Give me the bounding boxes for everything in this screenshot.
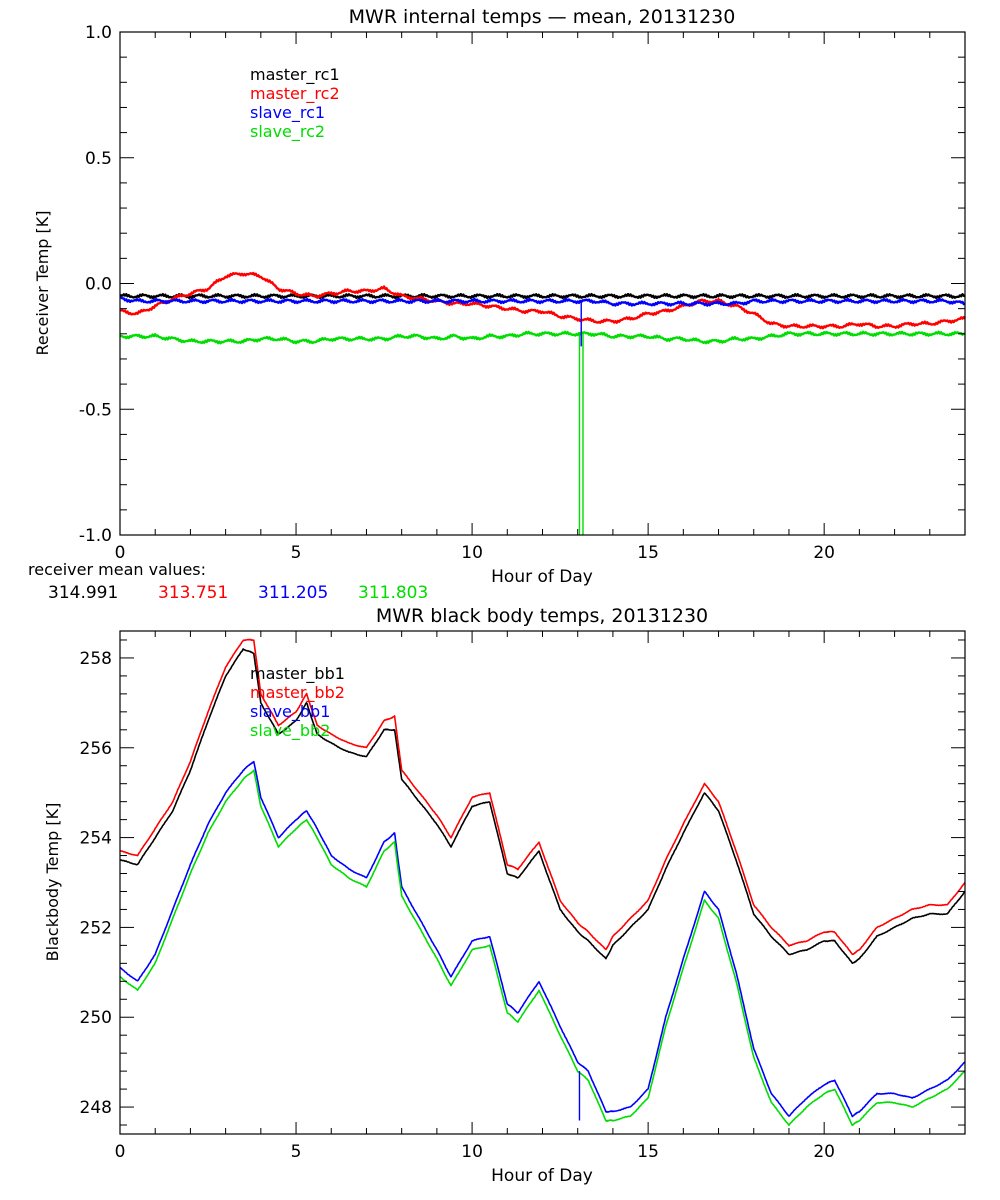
series-line-slave-bb2 bbox=[119, 769, 966, 1126]
x-tick-label: 20 bbox=[813, 1142, 835, 1162]
y-tick-label: 1.0 bbox=[85, 23, 112, 43]
x-tick-label: 5 bbox=[291, 1142, 302, 1162]
series-line-slave-rc1 bbox=[119, 296, 966, 307]
mean-values: 314.991 313.751 311.205 311.803 bbox=[48, 583, 428, 603]
series-line-slave-rc2 bbox=[120, 330, 965, 345]
y-tick-label: 256 bbox=[80, 739, 112, 759]
y-tick-label: 248 bbox=[80, 1098, 112, 1118]
mean-value: 311.803 bbox=[358, 583, 428, 603]
y-tick-label: 254 bbox=[80, 829, 112, 849]
series-line-master-rc2 bbox=[119, 271, 966, 330]
legend-entry: slave_rc1 bbox=[250, 103, 325, 123]
chart-blackbody-temps: MWR black body temps, 20131230 0 5 10 15 20 2… bbox=[43, 605, 966, 1186]
legend-entry: master_rc2 bbox=[250, 84, 340, 104]
chart-title: MWR internal temps — mean, 20131230 bbox=[349, 6, 736, 28]
y-axis-label: Receiver Temp [K] bbox=[33, 210, 52, 355]
y-tick-label: 0.5 bbox=[85, 149, 112, 169]
legend-entry: slave_rc2 bbox=[250, 122, 325, 142]
x-tick-label: 0 bbox=[115, 1142, 126, 1162]
legend-entry: slave_bb1 bbox=[250, 702, 330, 722]
legend-entry: master_rc1 bbox=[250, 65, 340, 85]
mean-value: 311.205 bbox=[258, 583, 328, 603]
y-tick-label: 250 bbox=[80, 1008, 112, 1028]
series-line-master-rc1 bbox=[119, 292, 966, 300]
x-tick-label: 10 bbox=[461, 1142, 483, 1162]
y-tick-label: 252 bbox=[80, 918, 112, 938]
x-axis-label: Hour of Day bbox=[491, 567, 593, 587]
x-tick-label: 15 bbox=[637, 1142, 659, 1162]
y-tick-label: 258 bbox=[80, 649, 112, 669]
mean-values-label: receiver mean values: bbox=[28, 560, 206, 579]
plot-area: 0 5 10 15 20 248 250 252 254 256 258 master_bb1mast… bbox=[80, 630, 966, 1162]
y-axis-label: Blackbody Temp [K] bbox=[43, 803, 62, 962]
x-tick-label: 15 bbox=[637, 543, 659, 563]
x-tick-label: 20 bbox=[813, 543, 835, 563]
y-tick-label: -0.5 bbox=[79, 400, 112, 420]
chart-internal-temps: MWR internal temps — mean, 20131230 0 5 10… bbox=[28, 6, 966, 603]
chart-title: MWR black body temps, 20131230 bbox=[376, 605, 708, 627]
mean-value: 314.991 bbox=[48, 583, 118, 603]
y-tick-label: 0.0 bbox=[85, 275, 112, 295]
series-line-slave-bb1 bbox=[119, 760, 966, 1118]
x-tick-label: 10 bbox=[461, 543, 483, 563]
plot-area: 0 5 10 15 20 -1.0 -0.5 0.0 0.5 1.0 master_rc1maste… bbox=[79, 23, 966, 563]
legend-entry: master_bb2 bbox=[250, 683, 345, 703]
x-axis-label: Hour of Day bbox=[491, 1166, 593, 1186]
series-line-master-bb1 bbox=[119, 648, 966, 965]
x-tick-label: 0 bbox=[115, 543, 126, 563]
x-tick-label: 5 bbox=[291, 543, 302, 563]
mean-value: 313.751 bbox=[158, 583, 228, 603]
legend-entry: slave_bb2 bbox=[250, 721, 330, 741]
y-tick-label: -1.0 bbox=[79, 526, 112, 546]
legend-entry: master_bb1 bbox=[250, 664, 345, 684]
series-line-master-bb2 bbox=[119, 638, 966, 956]
